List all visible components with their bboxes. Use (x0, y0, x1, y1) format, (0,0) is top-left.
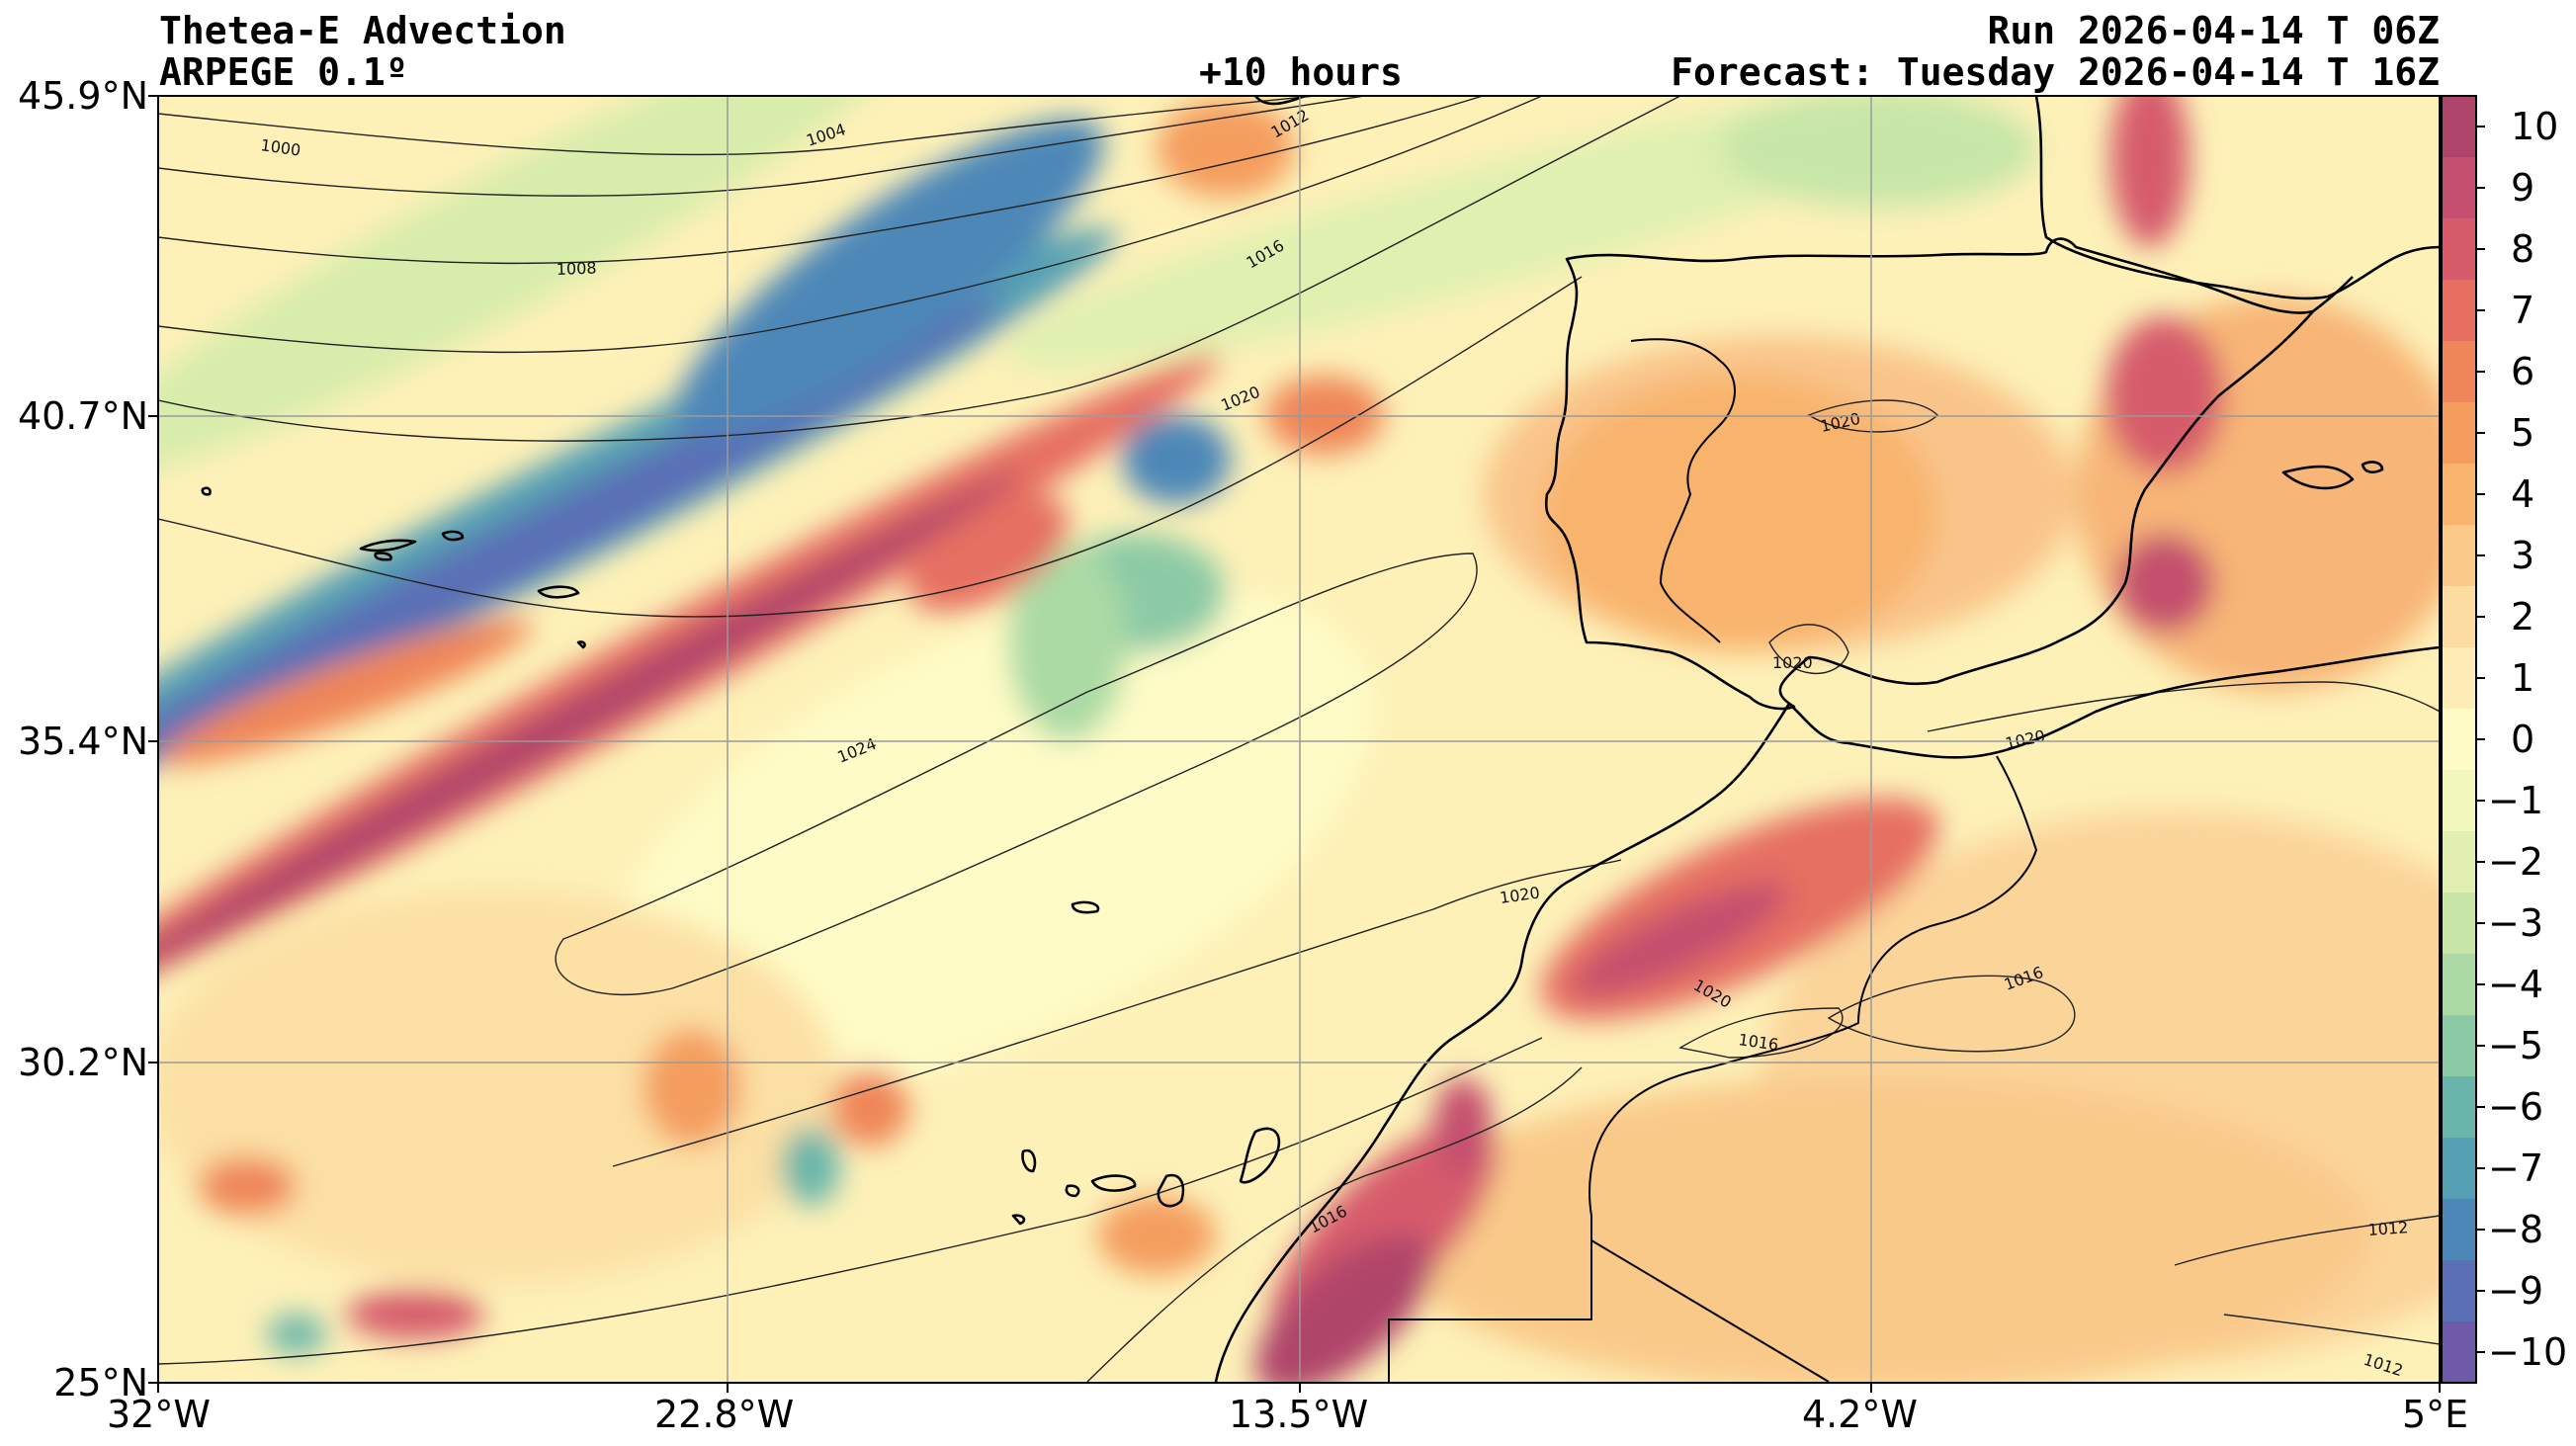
lon-label: 22.8°W (654, 1393, 795, 1436)
colorbar-swatch (2442, 1076, 2476, 1139)
colorbar-swatch (2442, 96, 2476, 158)
gridlines (158, 96, 2440, 1383)
colorbar-swatch (2442, 1138, 2476, 1200)
colorbar-swatch (2442, 280, 2476, 342)
lon-label: 13.5°W (1229, 1393, 1369, 1436)
lat-label: 45.9°N (17, 74, 148, 118)
colorbar-swatch (2442, 893, 2476, 955)
colorbar-tick-label: 1 (2511, 656, 2535, 700)
colorbar-swatch (2442, 586, 2476, 648)
lead-time: +10 hours (1199, 50, 1403, 94)
lon-label: 4.2°W (1802, 1393, 1919, 1436)
colorbar-tick-label: −7 (2488, 1147, 2544, 1190)
colorbar-swatch (2442, 954, 2476, 1016)
lat-label: 30.2°N (17, 1041, 148, 1084)
colorbar-tick-label: 6 (2511, 350, 2535, 393)
forecast-time: Forecast: Tuesday 2026-04-14 T 16Z (1671, 50, 2440, 94)
colorbar-swatch (2442, 831, 2476, 893)
colorbar-swatch (2442, 770, 2476, 832)
colorbar-swatch (2442, 709, 2476, 771)
colorbar-swatch (2442, 647, 2476, 710)
colorbar-swatch (2442, 402, 2476, 465)
run-time: Run 2026-04-14 T 06Z (1987, 9, 2440, 52)
colorbar-tick-label: −6 (2488, 1085, 2544, 1129)
colorbar-tick-label: 9 (2511, 166, 2535, 210)
colorbar-tick-label: −1 (2488, 779, 2544, 822)
map-title: Thetea-E Advection (159, 9, 566, 52)
coastlines (201, 96, 2440, 1383)
colorbar-tick-label: −10 (2488, 1330, 2568, 1374)
isobar-label: 1020 (1772, 653, 1813, 672)
colorbar-swatch (2442, 464, 2476, 526)
colorbar-tick-label: 3 (2511, 534, 2535, 577)
colorbar-tick-label: 5 (2511, 411, 2535, 455)
colorbar-tick-label: 4 (2511, 472, 2535, 516)
colorbar-tick-label: 10 (2511, 105, 2559, 148)
colorbar-swatch (2442, 1321, 2476, 1384)
colorbar-swatch (2442, 1015, 2476, 1077)
colorbar-tick-label: −4 (2488, 963, 2544, 1006)
lat-label: 25°N (53, 1361, 148, 1404)
colorbar-tick-label: −3 (2488, 901, 2544, 945)
isobar-label: 1012 (2367, 1218, 2409, 1239)
colorbar-tick-label: 0 (2511, 718, 2535, 761)
axis-ticks (148, 95, 2441, 1393)
colorbar-tick-label: −9 (2488, 1269, 2544, 1313)
colorbar-swatch (2442, 341, 2476, 403)
colorbar-tick-label: 8 (2511, 227, 2535, 271)
lon-label: 32°W (107, 1393, 211, 1436)
lat-label: 40.7°N (17, 394, 148, 438)
lon-label: 5°E (2402, 1393, 2469, 1436)
colorbar-tick-label: 7 (2511, 289, 2535, 332)
model-label: ARPEGE 0.1º (159, 50, 408, 94)
isobar-label: 1008 (556, 259, 596, 279)
colorbar-swatch (2442, 1199, 2476, 1261)
colorbar-swatch (2442, 1260, 2476, 1322)
isobar-lines (158, 96, 2440, 1383)
colorbar (2442, 96, 2485, 1384)
colorbar-swatch (2442, 218, 2476, 281)
colorbar-frame (2441, 95, 2477, 1384)
colorbar-tick-label: −8 (2488, 1208, 2544, 1251)
colorbar-tick-label: −5 (2488, 1024, 2544, 1067)
colorbar-swatch (2442, 157, 2476, 219)
colorbar-swatch (2442, 525, 2476, 587)
colorbar-tick-label: 2 (2511, 595, 2535, 638)
lat-label: 35.4°N (17, 720, 148, 763)
colorbar-tick-label: −2 (2488, 840, 2544, 884)
